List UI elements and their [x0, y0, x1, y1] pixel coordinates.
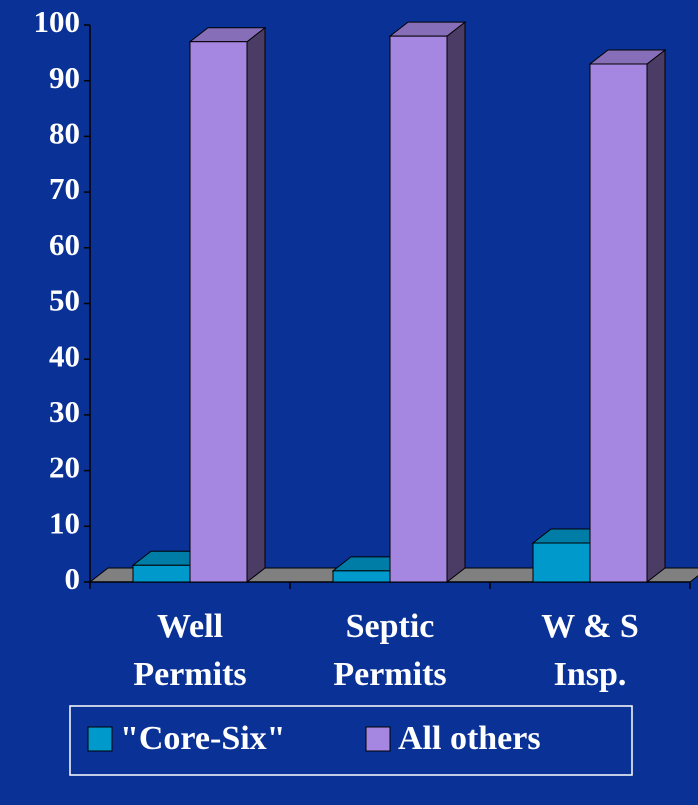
y-tick-label: 70 [49, 171, 80, 206]
y-tick-label: 50 [49, 283, 80, 318]
y-tick-label: 30 [49, 394, 80, 429]
y-tick-label: 90 [49, 60, 80, 95]
bar [532, 542, 591, 583]
x-tick-label: W & S Insp. [541, 608, 639, 693]
legend-box [69, 705, 633, 776]
bar-side [446, 21, 466, 584]
x-tick-label: Well Permits [133, 608, 247, 693]
y-tick-label: 10 [49, 505, 80, 540]
bar [189, 41, 248, 583]
legend-swatch [365, 726, 391, 752]
bar [332, 570, 391, 583]
y-tick-label: 100 [34, 4, 81, 39]
y-tick-label: 20 [49, 450, 80, 485]
x-tick-label: Septic Permits [333, 608, 447, 693]
y-tick-label: 60 [49, 227, 80, 262]
y-tick-label: 0 [65, 561, 81, 596]
bar [132, 564, 191, 583]
y-tick-label: 40 [49, 338, 80, 373]
bar [389, 35, 448, 583]
legend-label: "Core-Six" [120, 720, 286, 757]
legend-swatch [87, 726, 113, 752]
legend-label: All others [398, 720, 541, 757]
bar-side [646, 48, 666, 584]
y-tick-label: 80 [49, 116, 80, 151]
bar [589, 63, 648, 583]
bar-side [246, 26, 266, 584]
